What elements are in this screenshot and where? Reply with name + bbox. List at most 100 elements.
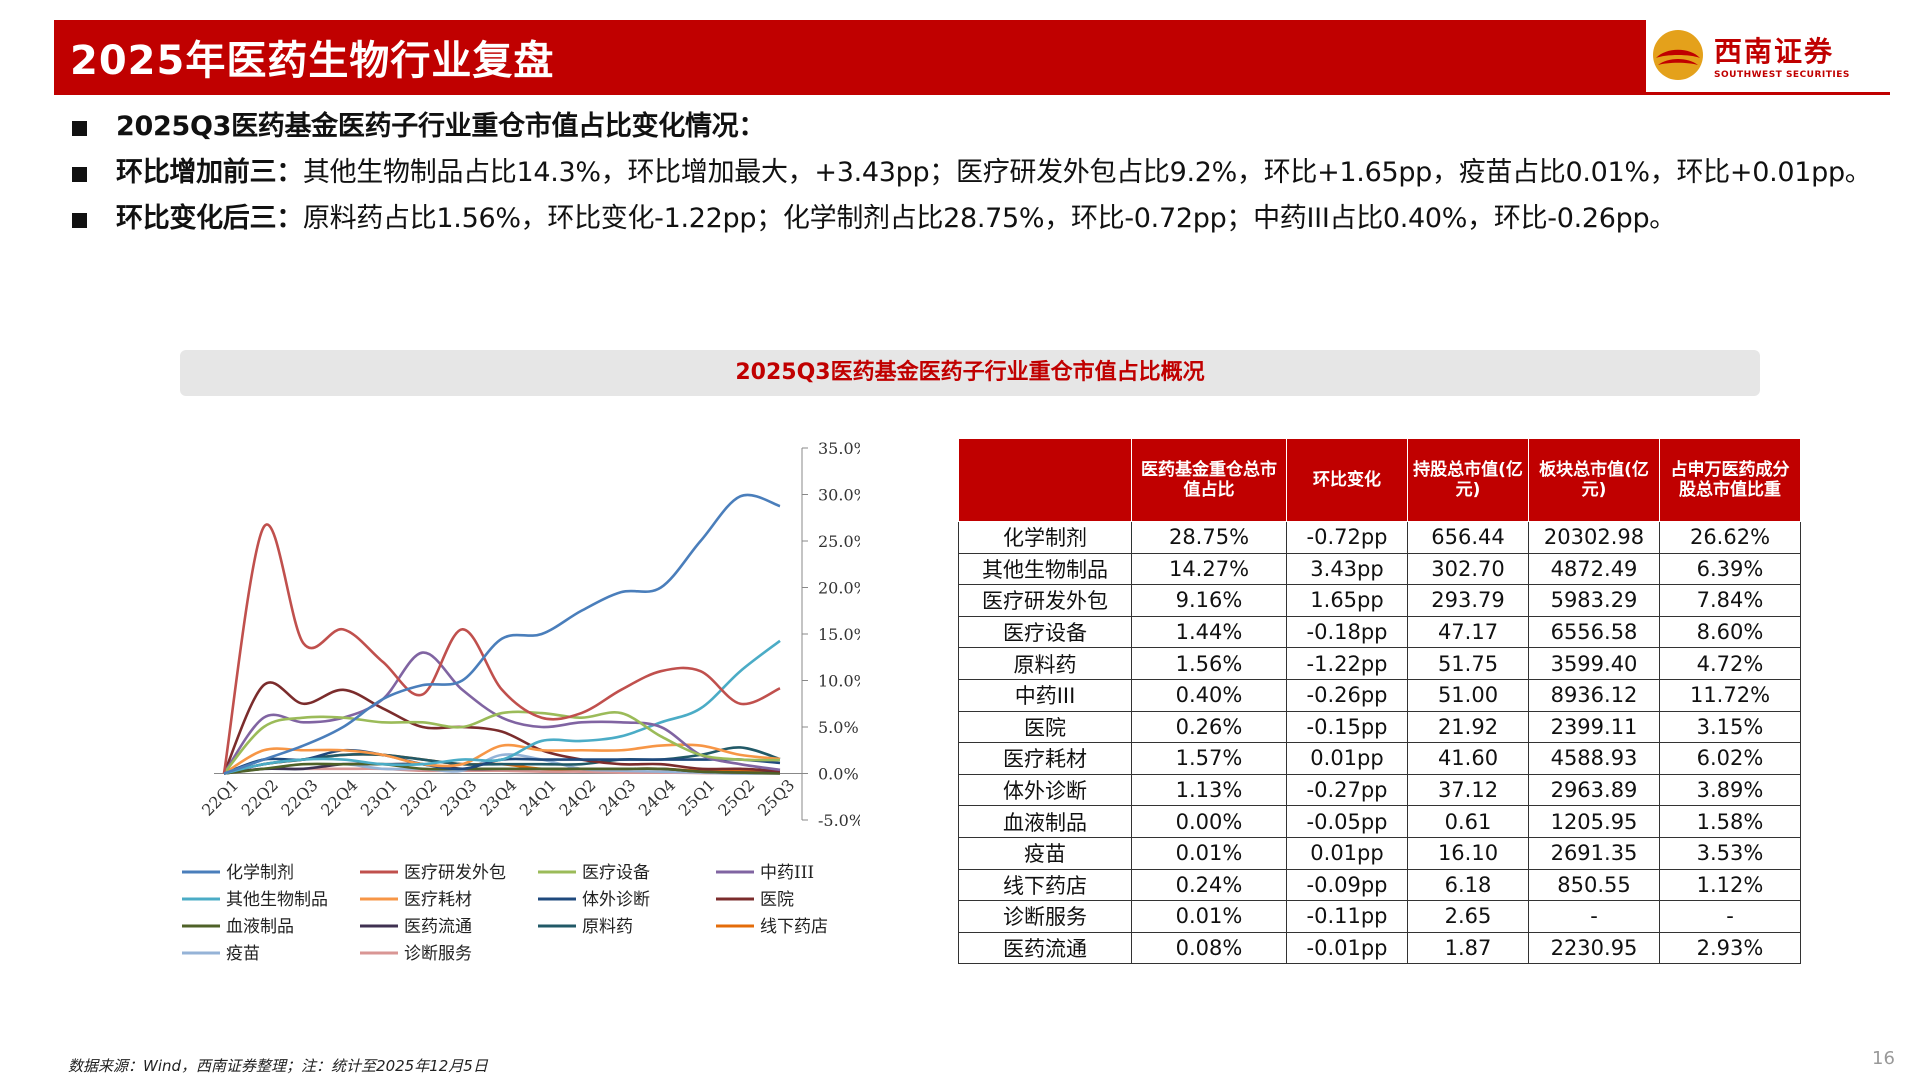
bullet-square-icon xyxy=(72,121,87,136)
table-cell: 血液制品 xyxy=(958,805,1132,838)
table-cell: 诊断服务 xyxy=(958,900,1132,933)
table-header-cell xyxy=(958,438,1132,522)
table-cell: 8.60% xyxy=(1659,615,1801,649)
table-header-cell: 板块总市值(亿元) xyxy=(1528,438,1660,522)
table-row: 疫苗 0.01% 0.01pp 16.10 2691.35 3.53% xyxy=(958,836,1801,870)
y-tick-label: 35.0% xyxy=(818,439,860,458)
x-tick-label: 23Q4 xyxy=(476,775,520,819)
table-cell: 1.12% xyxy=(1659,868,1801,902)
table-cell: 0.01pp xyxy=(1286,742,1408,775)
table-cell: 2399.11 xyxy=(1528,710,1660,744)
bullet-square-icon xyxy=(72,167,87,182)
table-cell: 原料药 xyxy=(958,647,1132,680)
legend-label: 化学制剂 xyxy=(226,863,294,883)
y-tick-label: 5.0% xyxy=(818,718,859,737)
table-cell: 6.39% xyxy=(1659,552,1801,586)
table-cell: 4.72% xyxy=(1659,647,1801,680)
table-cell: -0.01pp xyxy=(1286,931,1408,965)
series-line xyxy=(223,762,781,775)
table-cell: 医疗研发外包 xyxy=(958,584,1132,617)
table-cell: 0.01pp xyxy=(1286,836,1408,870)
table-cell: -0.15pp xyxy=(1286,710,1408,744)
y-tick-label: -5.0% xyxy=(818,811,860,830)
table-cell: 6.18 xyxy=(1407,868,1529,902)
x-tick-label: 24Q2 xyxy=(555,775,599,819)
table-cell: 2.93% xyxy=(1659,931,1801,965)
x-tick-label: 23Q3 xyxy=(436,775,480,819)
table-cell: 28.75% xyxy=(1131,521,1287,554)
title-bar: 2025年医药生物行业复盘 xyxy=(54,20,1646,94)
table-cell: 0.24% xyxy=(1131,868,1287,902)
table-cell: 医院 xyxy=(958,710,1132,744)
table-cell: -0.26pp xyxy=(1286,678,1408,712)
bullet-bold: 2025Q3医药基金医药子行业重仓市值占比变化情况： xyxy=(116,111,766,142)
table-cell: 21.92 xyxy=(1407,710,1529,744)
legend-label: 医疗设备 xyxy=(582,863,650,883)
table-cell: 9.16% xyxy=(1131,584,1287,617)
table-cell: -0.18pp xyxy=(1286,615,1408,649)
table-row: 血液制品 0.00% -0.05pp 0.61 1205.95 1.58% xyxy=(958,805,1801,838)
table-row: 中药III 0.40% -0.26pp 51.00 8936.12 11.72% xyxy=(958,678,1801,712)
table-row: 医药流通 0.08% -0.01pp 1.87 2230.95 2.93% xyxy=(958,931,1801,965)
legend-label: 血液制品 xyxy=(226,917,294,937)
legend-label: 诊断服务 xyxy=(404,944,472,964)
table-cell: 37.12 xyxy=(1407,773,1529,807)
x-tick-label: 22Q2 xyxy=(238,775,282,819)
legend-label: 医疗耗材 xyxy=(404,890,472,910)
series-line xyxy=(223,493,781,775)
table-cell: 5983.29 xyxy=(1528,584,1660,617)
table-cell: -0.27pp xyxy=(1286,773,1408,807)
bullet-square-icon xyxy=(72,213,87,228)
x-tick-label: 24Q1 xyxy=(516,775,560,819)
page-title: 2025年医药生物行业复盘 xyxy=(70,38,555,84)
legend-label: 其他生物制品 xyxy=(226,890,328,910)
bullet-text: 原料药占比1.56%，环比变化-1.22pp；化学制剂占比28.75%，环比-0… xyxy=(302,203,1677,234)
table-cell: 6556.58 xyxy=(1528,615,1660,649)
table-row: 医疗研发外包 9.16% 1.65pp 293.79 5983.29 7.84% xyxy=(958,584,1801,617)
legend-label: 医院 xyxy=(760,890,794,910)
table-cell: -1.22pp xyxy=(1286,647,1408,680)
series-line xyxy=(223,710,781,775)
table-cell: 6.02% xyxy=(1659,742,1801,775)
page-number: 16 xyxy=(1872,1048,1895,1069)
table-cell: 医疗设备 xyxy=(958,615,1132,649)
table-cell: 1.44% xyxy=(1131,615,1287,649)
legend-label: 疫苗 xyxy=(226,944,260,964)
table-row: 医疗设备 1.44% -0.18pp 47.17 6556.58 8.60% xyxy=(958,615,1801,649)
table-cell: 47.17 xyxy=(1407,615,1529,649)
legend-label: 医药流通 xyxy=(404,917,472,937)
x-tick-label: 22Q4 xyxy=(317,775,361,819)
x-tick-label: 24Q4 xyxy=(635,775,679,819)
bullet-bold: 环比变化后三： xyxy=(116,203,303,234)
y-tick-label: 10.0% xyxy=(818,672,860,691)
table-header-cell: 医药基金重仓总市值占比 xyxy=(1131,438,1287,522)
series-line xyxy=(222,681,781,775)
table-row: 诊断服务 0.01% -0.11pp 2.65- - xyxy=(958,900,1801,933)
table-cell: 3.15% xyxy=(1659,710,1801,744)
table-cell: 11.72% xyxy=(1659,678,1801,712)
table-cell: 0.01% xyxy=(1131,836,1287,870)
table-cell: -0.72pp xyxy=(1286,521,1408,554)
x-tick-label: 22Q3 xyxy=(277,775,321,819)
table-header-cell: 环比变化 xyxy=(1286,438,1408,522)
table-cell: 51.75 xyxy=(1407,647,1529,680)
table-cell: 1.13% xyxy=(1131,773,1287,807)
table-cell: 51.00 xyxy=(1407,678,1529,712)
y-tick-label: 25.0% xyxy=(818,532,860,551)
table-cell: 化学制剂 xyxy=(958,521,1132,554)
table-cell: 2963.89 xyxy=(1528,773,1660,807)
table-cell: 0.01% xyxy=(1131,900,1287,933)
table-cell: 线下药店 xyxy=(958,868,1132,902)
table-cell: 8936.12 xyxy=(1528,678,1660,712)
table-body: 化学制剂 28.75% -0.72pp 656.44 20302.98 26.62% 其他生… xyxy=(958,521,1801,965)
table-header-row: 医药基金重仓总市值占比 环比变化 持股总市值(亿元) 板块总市值(亿元) 占申万医药成分… xyxy=(958,438,1801,522)
x-tick-label: 22Q1 xyxy=(198,775,242,819)
table-cell: 体外诊断 xyxy=(958,773,1132,807)
table-cell: 1.58% xyxy=(1659,805,1801,838)
table-cell: - xyxy=(1528,900,1660,933)
table-row: 线下药店 0.24% -0.09pp 6.18 850.55 1.12% xyxy=(958,868,1801,902)
title-underline xyxy=(54,92,1890,95)
table-cell: 0.00% xyxy=(1131,805,1287,838)
table-cell: 中药III xyxy=(958,678,1132,712)
legend-label: 医疗研发外包 xyxy=(404,863,506,883)
